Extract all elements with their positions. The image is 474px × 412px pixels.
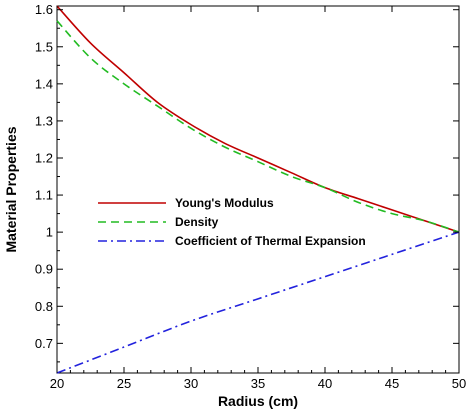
y-tick-label: 0.7	[35, 336, 53, 351]
y-axis-title: Material Properties	[3, 126, 19, 252]
y-tick-label: 0.9	[35, 262, 53, 277]
plot-area	[56, 5, 460, 374]
x-tick-label: 50	[452, 376, 466, 391]
legend-label-3: Coefficient of Thermal Expansion	[175, 234, 366, 248]
x-tick-label: 30	[184, 376, 198, 391]
series-line-2	[56, 20, 460, 233]
plot-frame	[56, 5, 460, 374]
y-tick-label: 1.2	[35, 150, 53, 165]
legend-label-2: Density	[175, 215, 219, 229]
x-tick-label: 40	[318, 376, 332, 391]
axes: 20 25 30 35 40 45 50 0.7 0.8 0.9 1 1.1 1.2 1.3 1.4 1.5 1…	[35, 2, 466, 391]
x-axis-title: Radius (cm)	[218, 393, 298, 409]
series-group	[56, 5, 460, 374]
legend-label-1: Young's Modulus	[175, 196, 274, 210]
legend: Young's Modulus Density Coefficient of The…	[98, 196, 366, 248]
x-tick-label: 20	[50, 376, 64, 391]
y-tick-label: 1.6	[35, 2, 53, 17]
x-tick-label: 45	[385, 376, 399, 391]
y-tick-label: 1.4	[35, 76, 53, 91]
x-tick-label: 25	[117, 376, 131, 391]
y-tick-label: 1.3	[35, 113, 53, 128]
y-tick-label: 1.1	[35, 188, 53, 203]
y-tick-label: 1	[46, 225, 53, 240]
y-tick-label: 0.8	[35, 299, 53, 314]
series-line-1	[56, 5, 460, 233]
y-tick-label: 1.5	[35, 39, 53, 54]
x-tick-label: 35	[251, 376, 265, 391]
series-line-3	[56, 231, 460, 374]
